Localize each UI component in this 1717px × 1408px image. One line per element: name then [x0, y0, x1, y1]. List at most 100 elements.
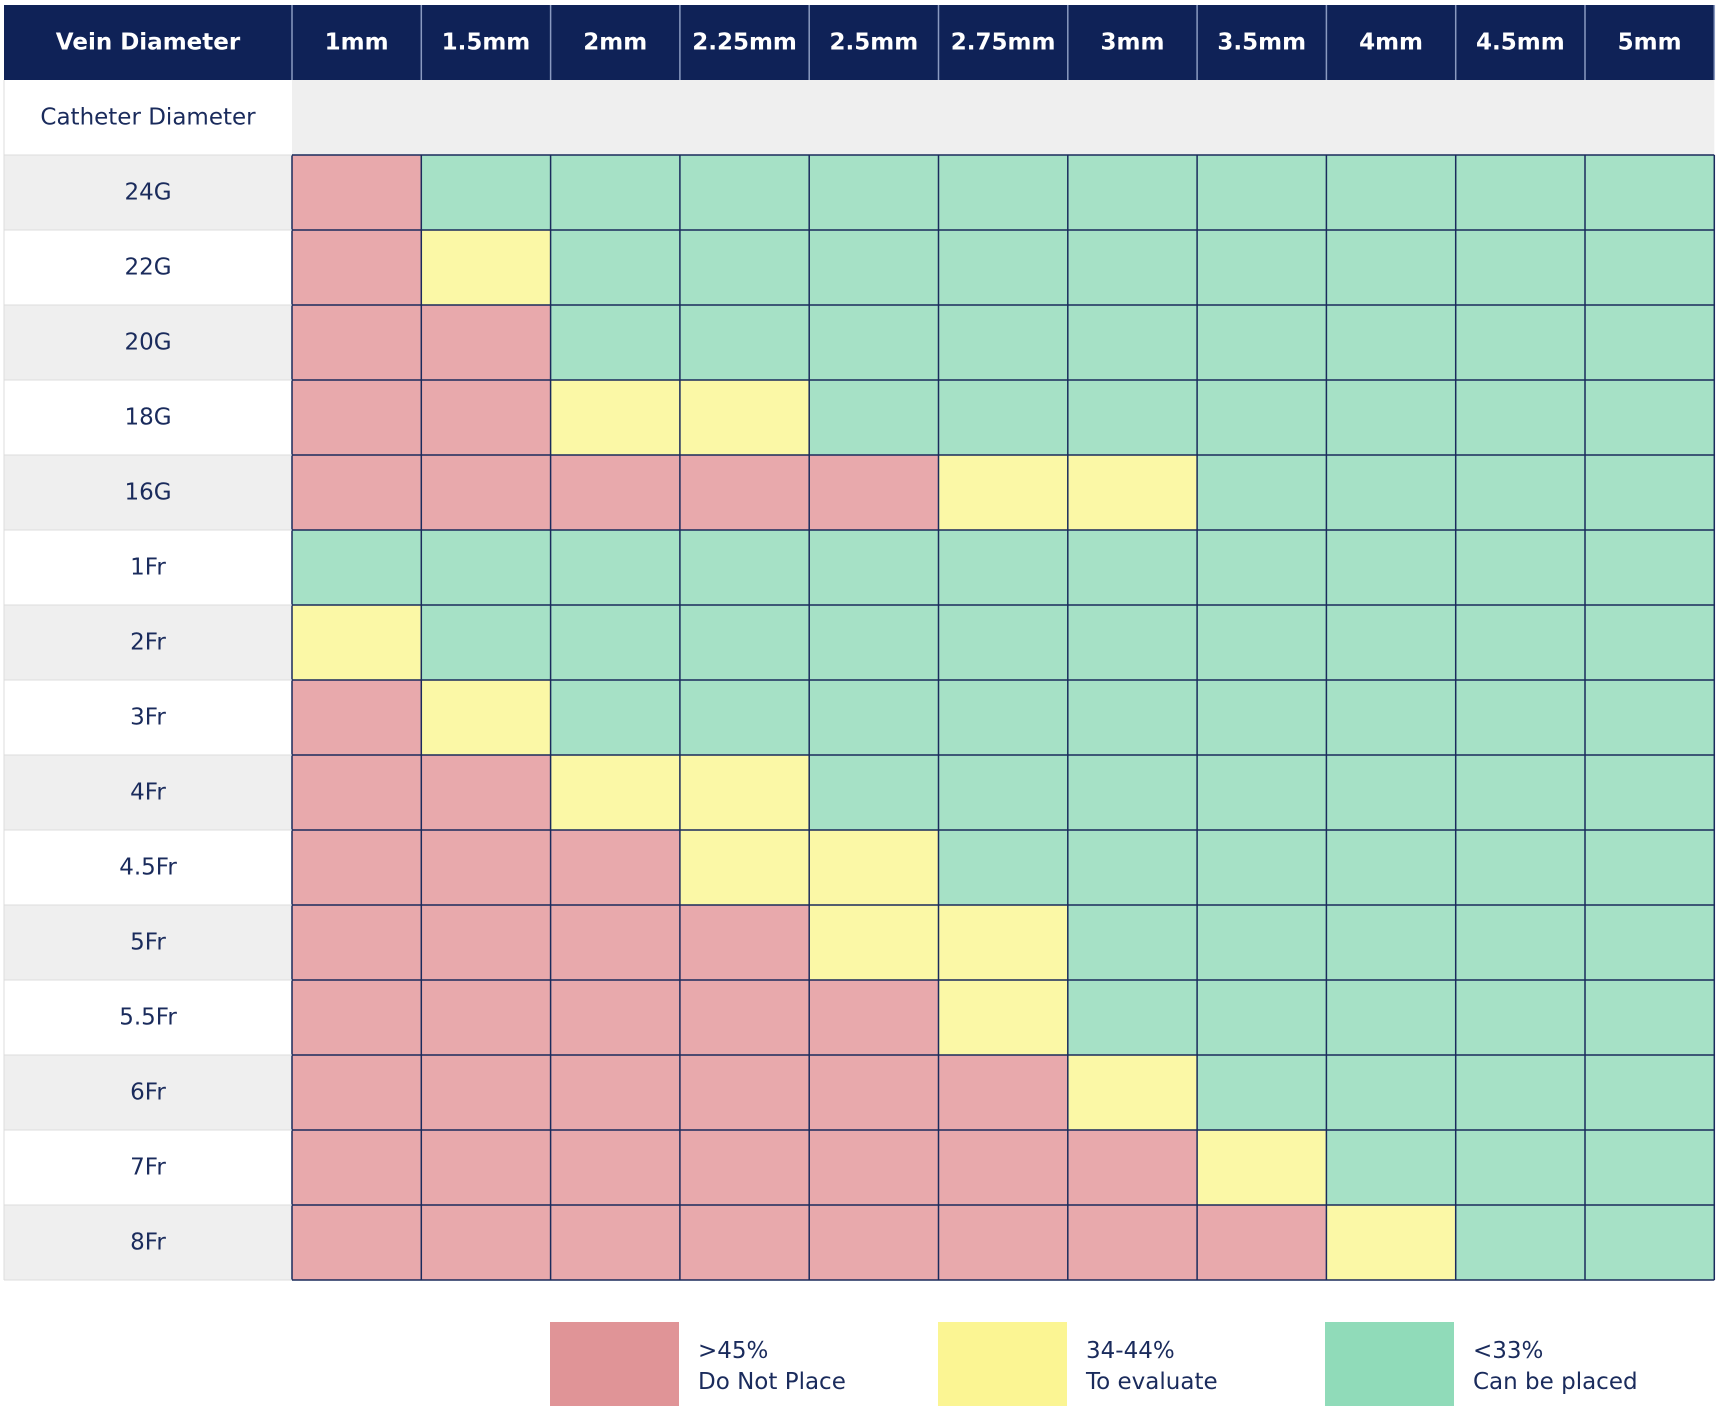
- table-cell: [1455, 755, 1585, 830]
- table-cell: [421, 680, 551, 755]
- row-label: 6Fr: [130, 1080, 166, 1106]
- column-header: 3.5mm: [1217, 30, 1306, 56]
- table-cell: [1326, 380, 1456, 455]
- table-cell: [1197, 755, 1327, 830]
- table-cell: [421, 980, 551, 1055]
- row-label: 7Fr: [130, 1155, 166, 1181]
- table-cell: [421, 305, 551, 380]
- table-cell: [938, 380, 1068, 455]
- header-label-vein-diameter: Vein Diameter: [56, 30, 241, 56]
- table-cell: [1067, 305, 1198, 380]
- table-cell: [938, 980, 1068, 1055]
- table-cell: [1455, 305, 1585, 380]
- table-cell: [1585, 380, 1715, 455]
- table-cell: [1067, 605, 1198, 680]
- row-label-cell: [4, 530, 292, 605]
- table-cell: [1585, 905, 1715, 980]
- table-cell: [1585, 530, 1715, 605]
- table-cell: [292, 530, 422, 605]
- table-cell: [292, 605, 422, 680]
- table-cell: [292, 755, 422, 830]
- table-cell: [1455, 1055, 1585, 1130]
- table-cell: [1585, 1055, 1715, 1130]
- table-cell: [1326, 1130, 1456, 1205]
- table-cell: [292, 380, 422, 455]
- table-cell: [421, 530, 551, 605]
- table-cell: [679, 680, 810, 755]
- table-cell: [938, 1055, 1068, 1130]
- table-cell: [809, 905, 939, 980]
- table-cell: [679, 530, 810, 605]
- table-cell: [292, 1130, 422, 1205]
- table-cell: [292, 1055, 422, 1130]
- table-cell: [809, 530, 939, 605]
- row-label-cell: [4, 1130, 292, 1205]
- table-cell: [1326, 980, 1456, 1055]
- table-cell: [679, 155, 810, 230]
- table-cell: [1067, 230, 1198, 305]
- table-cell: [1326, 230, 1456, 305]
- table-cell: [1067, 680, 1198, 755]
- table-cell: [1197, 605, 1327, 680]
- table-cell: [1067, 905, 1198, 980]
- row-label: 8Fr: [130, 1230, 166, 1256]
- column-header: 2mm: [583, 30, 647, 56]
- table-cell: [1326, 680, 1456, 755]
- table-cell: [679, 380, 810, 455]
- table-cell: [679, 1205, 810, 1280]
- table-cell: [550, 230, 680, 305]
- row-label-cell: [4, 1055, 292, 1130]
- table-cell: [1197, 1205, 1327, 1280]
- table-cell: [809, 1055, 939, 1130]
- table-cell: [679, 980, 810, 1055]
- table-cell: [1326, 755, 1456, 830]
- row-label-cell: [4, 830, 292, 905]
- table-cell: [809, 230, 939, 305]
- table-cell: [292, 230, 422, 305]
- column-header: 2.25mm: [692, 30, 797, 56]
- table-cell: [1326, 1055, 1456, 1130]
- table-cell: [809, 1130, 939, 1205]
- table-cell: [1067, 1205, 1198, 1280]
- row-label: 16G: [124, 480, 171, 506]
- table-cell: [1197, 455, 1327, 530]
- table-cell: [1197, 380, 1327, 455]
- table-cell: [938, 530, 1068, 605]
- table-cell: [1197, 680, 1327, 755]
- table-cell: [809, 380, 939, 455]
- subheader-label-catheter-diameter: Catheter Diameter: [40, 105, 256, 131]
- row-label: 4.5Fr: [119, 855, 177, 881]
- row-label-cell: [4, 380, 292, 455]
- table-cell: [292, 155, 422, 230]
- table-cell: [550, 605, 680, 680]
- table-cell: [809, 605, 939, 680]
- row-label: 2Fr: [130, 630, 166, 656]
- table-cell: [938, 905, 1068, 980]
- table-cell: [421, 1130, 551, 1205]
- column-header: 2.5mm: [830, 30, 919, 56]
- table-cell: [1585, 605, 1715, 680]
- row-label-cell: [4, 980, 292, 1055]
- table-cell: [1455, 830, 1585, 905]
- table-cell: [1326, 905, 1456, 980]
- table-cell: [1197, 530, 1327, 605]
- table-cell: [679, 905, 810, 980]
- row-label: 4Fr: [130, 780, 166, 806]
- table-cell: [292, 455, 422, 530]
- table-cell: [550, 530, 680, 605]
- table-cell: [550, 155, 680, 230]
- row-label-cell: [4, 305, 292, 380]
- table-cell: [809, 155, 939, 230]
- table-cell: [292, 830, 422, 905]
- table-cell: [938, 455, 1068, 530]
- table-cell: [1326, 155, 1456, 230]
- table-cell: [1067, 455, 1198, 530]
- row-label-cell: [4, 230, 292, 305]
- table-cell: [1455, 230, 1585, 305]
- table-cell: [1197, 230, 1327, 305]
- row-label: 5Fr: [130, 930, 166, 956]
- table-cell: [421, 455, 551, 530]
- table-cell: [1455, 905, 1585, 980]
- table-cell: [550, 905, 680, 980]
